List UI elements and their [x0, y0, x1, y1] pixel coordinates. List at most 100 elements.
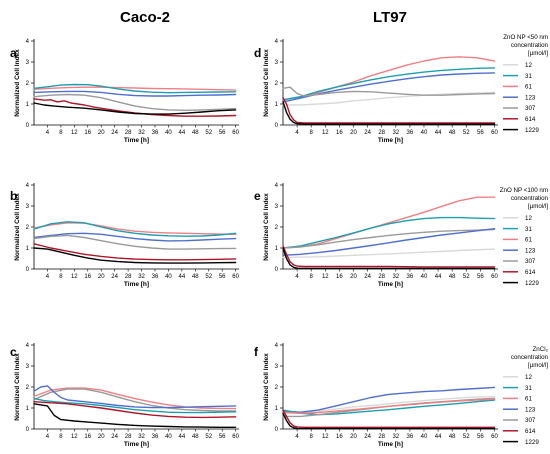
- y-tick-label: 0: [26, 427, 30, 433]
- legend-item-label: 1229: [525, 127, 539, 134]
- legend-title-line: concentration: [511, 42, 549, 49]
- x-tick-label: 44: [435, 130, 442, 136]
- x-tick-label: 16: [336, 130, 343, 136]
- x-tick-label: 32: [138, 434, 145, 440]
- series-line-e-6: [282, 247, 496, 270]
- x-tick-label: 8: [59, 130, 63, 136]
- y-axis-label: Normalized Cell Index: [14, 193, 21, 261]
- panel-letter-e: e: [254, 189, 261, 203]
- x-tick-label: 52: [205, 130, 212, 136]
- x-tick-label: 40: [165, 434, 172, 440]
- legend-title-line: concentration: [511, 195, 549, 202]
- y-tick-label: 4: [26, 183, 30, 189]
- series-line-f-0: [282, 395, 496, 414]
- series-line-e-1: [282, 196, 496, 249]
- x-tick-label: 40: [421, 434, 428, 440]
- x-axis-label: Time [h]: [124, 137, 149, 144]
- series-line-f-4: [282, 398, 496, 414]
- y-axis-label: Normalized Cell Index: [263, 49, 270, 117]
- series-line-e-4: [282, 228, 496, 256]
- y-tick-label: 3: [275, 60, 279, 66]
- x-tick-label: 4: [46, 434, 50, 440]
- x-tick-label: 52: [463, 274, 470, 280]
- y-tick-label: 4: [26, 343, 30, 349]
- series-line-a-5: [33, 102, 237, 115]
- series-line-c-5: [33, 403, 237, 428]
- series-line-c-3: [33, 397, 237, 414]
- x-tick-label: 52: [463, 434, 470, 440]
- legend-item-label: 123: [525, 94, 536, 101]
- series-line-c-4: [33, 401, 237, 419]
- x-tick-label: 28: [378, 130, 385, 136]
- x-tick-label: 48: [449, 274, 456, 280]
- x-tick-label: 24: [111, 130, 118, 136]
- y-tick-label: 0: [275, 427, 279, 433]
- y-tick-label: 3: [26, 204, 30, 210]
- legend-item-label: 307: [525, 105, 536, 112]
- x-tick-label: 12: [71, 434, 78, 440]
- x-tick-label: 44: [179, 130, 186, 136]
- legend-item-label: 1229: [525, 439, 539, 446]
- x-tick-label: 20: [350, 434, 357, 440]
- y-tick-label: 0: [26, 267, 30, 273]
- x-tick-label: 28: [378, 274, 385, 280]
- x-tick-label: 36: [152, 130, 159, 136]
- legend-item-label: 123: [525, 406, 536, 413]
- x-tick-label: 4: [295, 274, 299, 280]
- series-line-a-3: [33, 93, 237, 111]
- x-tick-label: 20: [350, 274, 357, 280]
- x-tick-label: 20: [98, 434, 105, 440]
- x-tick-label: 52: [463, 130, 470, 136]
- series-line-c-1: [33, 388, 237, 412]
- series-line-d-0: [282, 91, 496, 106]
- x-tick-label: 36: [407, 130, 414, 136]
- x-tick-label: 60: [232, 434, 239, 440]
- x-axis-label: Time [h]: [378, 441, 403, 448]
- panel-letter-b: b: [10, 189, 17, 203]
- y-tick-label: 4: [275, 39, 279, 45]
- x-axis-label: Time [h]: [378, 281, 403, 288]
- y-axis-label: Normalized Cell Index: [263, 353, 270, 421]
- x-tick-label: 40: [165, 274, 172, 280]
- y-tick-label: 0: [275, 267, 279, 273]
- y-tick-label: 3: [275, 364, 279, 370]
- x-tick-label: 60: [491, 274, 498, 280]
- x-tick-label: 32: [392, 130, 399, 136]
- x-tick-label: 8: [310, 274, 314, 280]
- y-tick-label: 2: [275, 81, 279, 87]
- legend-title-line: [µmol/l]: [528, 203, 548, 210]
- x-tick-label: 24: [111, 274, 118, 280]
- x-tick-label: 48: [192, 274, 199, 280]
- x-tick-label: 24: [364, 130, 371, 136]
- x-tick-label: 24: [364, 434, 371, 440]
- x-tick-label: 36: [152, 274, 159, 280]
- y-tick-label: 4: [26, 39, 30, 45]
- y-tick-label: 0: [26, 123, 30, 129]
- y-tick-label: 1: [26, 102, 30, 108]
- x-tick-label: 40: [165, 130, 172, 136]
- x-tick-label: 28: [125, 274, 132, 280]
- x-axis-label: Time [h]: [378, 137, 403, 144]
- x-tick-label: 48: [192, 130, 199, 136]
- x-tick-label: 20: [98, 274, 105, 280]
- y-axis-label: Normalized Cell Index: [14, 353, 21, 421]
- x-tick-label: 36: [152, 434, 159, 440]
- x-tick-label: 12: [322, 274, 329, 280]
- legend-item-label: 31: [525, 73, 532, 80]
- legend-title-line: concentration: [511, 354, 549, 361]
- legend-item-label: 12: [525, 374, 532, 381]
- x-tick-label: 24: [364, 274, 371, 280]
- series-line-f-1: [282, 386, 496, 413]
- y-tick-label: 1: [26, 406, 30, 412]
- x-tick-label: 52: [205, 274, 212, 280]
- series-line-e-5: [282, 245, 496, 268]
- y-tick-label: 2: [275, 225, 279, 231]
- x-tick-label: 16: [336, 274, 343, 280]
- column-title-lt97: LT97: [373, 9, 407, 26]
- x-tick-label: 20: [98, 130, 105, 136]
